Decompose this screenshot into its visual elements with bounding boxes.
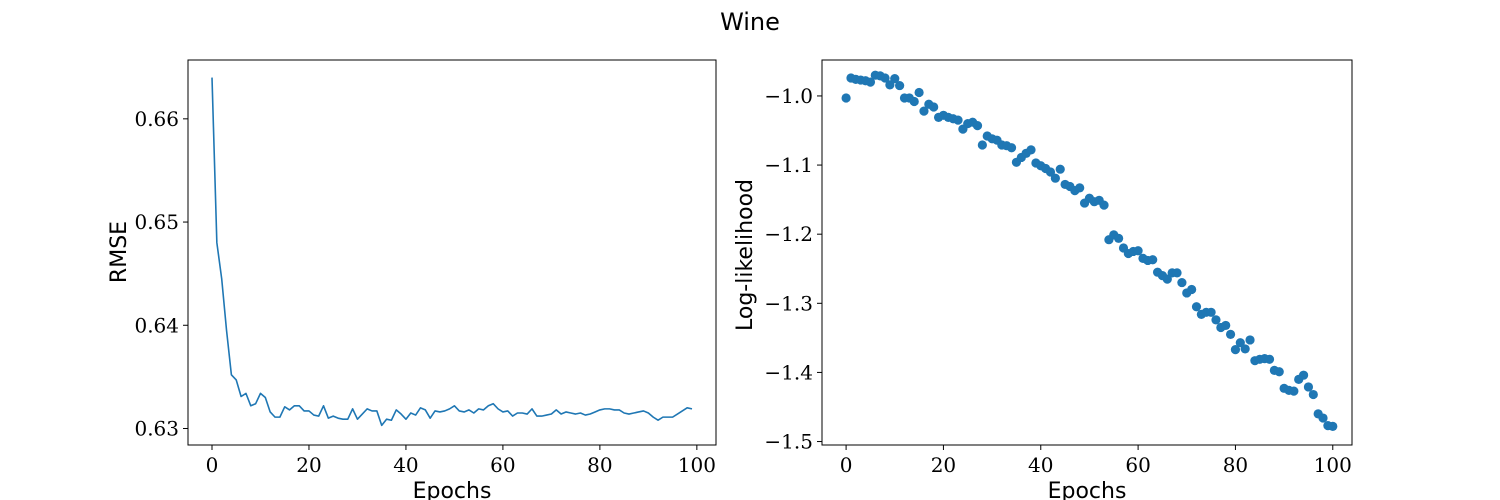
loglik-point-18 (929, 102, 939, 112)
loglik-point-10 (890, 74, 900, 84)
loglik-point-0 (841, 93, 851, 103)
rmse-y-axis-label: RMSE (107, 221, 132, 283)
loglik-point-43 (1050, 173, 1060, 183)
loglik-point-68 (1172, 268, 1182, 278)
loglik-plot-area (841, 70, 1338, 431)
loglik-point-96 (1308, 389, 1318, 400)
rmse-subplot: 0 20 40 60 80 100 0.63 0.64 0.65 0.66 Epochs RMSE (107, 59, 717, 500)
rmse-y-tick-label-2: 0.65 (134, 210, 179, 234)
loglik-point-44 (1055, 164, 1065, 174)
loglik-point-38 (1026, 145, 1036, 155)
rmse-series-line (211, 77, 693, 427)
loglik-point-48 (1075, 183, 1085, 193)
loglik-point-79 (1225, 329, 1236, 340)
loglik-y-tick-label-2: −1.2 (764, 222, 813, 246)
loglik-y-tick-label-4: −1.4 (764, 360, 813, 384)
loglik-y-tick-label-5: −1.5 (764, 430, 813, 454)
loglik-point-42 (1045, 167, 1056, 177)
loglik-subplot: 0 20 40 60 80 100 −1.0 −1.1 −1.2 −1.3 −1.4 −1.5 Epo… (733, 59, 1353, 500)
loglik-x-axis-label: Epochs (1048, 479, 1127, 500)
rmse-x-tick-label-1: 20 (296, 453, 321, 477)
loglik-point-78 (1221, 320, 1231, 331)
rmse-ticks: 0 20 40 60 80 100 0.63 0.64 0.65 0.66 (134, 107, 715, 477)
loglik-point-92 (1289, 386, 1299, 396)
loglik-point-5 (865, 77, 876, 87)
figure-title: Wine (720, 8, 780, 36)
rmse-plot-area (211, 77, 693, 427)
loglik-point-83 (1245, 335, 1255, 345)
loglik-y-tick-label-3: −1.3 (764, 291, 813, 315)
rmse-x-tick-label-5: 100 (678, 453, 716, 477)
loglik-x-tick-label-0: 0 (840, 453, 853, 477)
loglik-point-56 (1114, 233, 1124, 243)
loglik-x-tick-label-5: 100 (1314, 453, 1352, 477)
loglik-x-tick-label-4: 80 (1223, 453, 1248, 477)
loglik-point-16 (919, 106, 929, 116)
loglik-ticks: 0 20 40 60 80 100 −1.0 −1.1 −1.2 −1.3 −1.4 −1.5 (764, 84, 1351, 477)
loglik-point-69 (1177, 277, 1187, 288)
loglik-point-66 (1162, 274, 1172, 284)
loglik-point-76 (1211, 315, 1221, 325)
loglik-point-63 (1148, 255, 1158, 265)
loglik-y-axis-label: Log-likelihood (733, 179, 758, 331)
loglik-point-72 (1191, 302, 1202, 312)
loglik-point-80 (1230, 345, 1241, 355)
rmse-x-tick-label-2: 40 (393, 453, 418, 477)
loglik-point-34 (1006, 143, 1017, 153)
loglik-point-100 (1328, 421, 1338, 431)
loglik-point-8 (880, 73, 890, 83)
loglik-point-89 (1274, 367, 1284, 377)
loglik-x-tick-label-3: 60 (1125, 453, 1150, 477)
rmse-y-tick-label-0: 0.63 (134, 416, 179, 440)
loglik-point-71 (1187, 284, 1197, 295)
loglik-axes-frame (821, 59, 1353, 446)
rmse-x-tick-label-3: 60 (490, 453, 515, 477)
rmse-y-tick-label-1: 0.64 (134, 313, 179, 337)
loglik-y-tick-label-0: −1.0 (764, 84, 813, 108)
loglik-point-98 (1318, 413, 1328, 423)
rmse-x-axis-label: Epochs (413, 479, 492, 500)
loglik-point-94 (1298, 370, 1309, 380)
rmse-y-tick-label-3: 0.66 (134, 107, 179, 131)
loglik-point-60 (1133, 246, 1143, 256)
loglik-point-27 (972, 121, 983, 131)
rmse-axes-frame (187, 59, 717, 446)
loglik-point-11 (895, 80, 905, 91)
loglik-point-14 (909, 96, 919, 107)
loglik-point-15 (914, 87, 924, 98)
loglik-point-23 (953, 115, 963, 125)
rmse-x-tick-label-4: 80 (587, 453, 612, 477)
loglik-point-9 (885, 80, 895, 90)
loglik-point-28 (977, 140, 987, 150)
loglik-x-tick-label-2: 40 (1028, 453, 1053, 477)
loglik-point-82 (1240, 344, 1250, 354)
loglik-point-81 (1235, 338, 1245, 348)
loglik-y-tick-label-1: −1.1 (764, 153, 813, 177)
loglik-point-87 (1264, 354, 1275, 364)
loglik-point-75 (1206, 307, 1216, 317)
loglik-x-tick-label-1: 20 (931, 453, 956, 477)
rmse-x-tick-label-0: 0 (206, 453, 219, 477)
loglik-point-95 (1303, 382, 1314, 392)
loglik-point-53 (1099, 200, 1109, 210)
